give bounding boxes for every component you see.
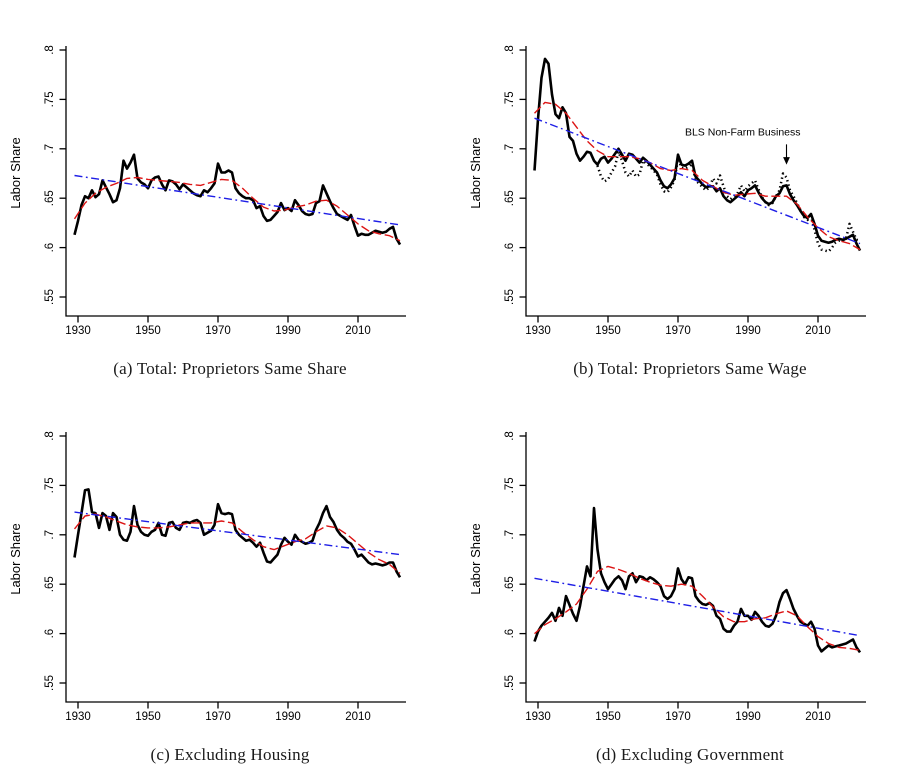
plot-svg-d: .55 .6 .65 .7 .75 .8 1930 1950 1970 1990 2010 Labor… [468, 431, 866, 723]
y-tick-label: .55 [44, 289, 56, 305]
y-tick-label: .75 [44, 477, 56, 493]
plot-svg-b: .55 .6 .65 .7 .75 .8 1930 1950 1970 1990 2010 Labor… [468, 45, 866, 337]
chart-total-proprietors-same-share: .55 .6 .65 .7 .75 .8 1930 1950 1970 1990 2010 Labor… [0, 0, 460, 346]
series-data-line [73, 153, 402, 246]
x-tick-label: 2010 [345, 325, 371, 337]
x-tick-label: 1990 [275, 711, 301, 723]
y-tick-label: .6 [504, 629, 516, 639]
x-tick-label: 1950 [595, 325, 621, 337]
x-tick-label: 1970 [205, 711, 231, 723]
plot-svg-a: .55 .6 .65 .7 .75 .8 1930 1950 1970 1990 2010 Labor… [8, 45, 406, 337]
x-tick-label: 1990 [275, 325, 301, 337]
y-tick-label: .65 [504, 190, 516, 206]
y-tick-label: .8 [504, 45, 516, 55]
x-tick-label: 1950 [135, 325, 161, 337]
series-data-line [533, 506, 862, 654]
y-tick-label: .7 [504, 144, 516, 154]
y-tick-label: .8 [44, 431, 56, 441]
panel-b: .55 .6 .65 .7 .75 .8 1930 1950 1970 1990 2010 Labor… [460, 0, 920, 386]
bls-annotation-arrowhead [783, 157, 790, 165]
y-tick-label: .6 [504, 243, 516, 253]
x-tick-label: 2010 [345, 711, 371, 723]
series-trend-line [534, 577, 861, 637]
y-tick-label: .6 [44, 243, 56, 253]
series-data-line [73, 488, 402, 578]
series-trend-line [534, 117, 861, 245]
series-trend-line [74, 511, 401, 556]
axes [525, 46, 866, 317]
y-tick-label: .7 [44, 530, 56, 540]
series-smooth-line [73, 513, 401, 574]
x-tick-label: 1990 [735, 325, 761, 337]
x-tick-label: 1970 [665, 325, 691, 337]
x-tick-label: 2010 [805, 325, 831, 337]
caption-c: (c) Excluding Housing [150, 745, 310, 764]
y-axis-title: Labor Share [8, 137, 23, 209]
x-tick-label: 1930 [65, 711, 91, 723]
y-axis-title: Labor Share [468, 523, 483, 595]
x-tick-label: 1930 [65, 325, 91, 337]
y-tick-label: .65 [44, 190, 56, 206]
y-tick-label: .6 [44, 629, 56, 639]
x-tick-label: 1930 [525, 711, 551, 723]
axes [65, 432, 406, 703]
y-tick-label: .55 [44, 675, 56, 691]
y-tick-label: .75 [504, 91, 516, 107]
chart-total-proprietors-same-wage: .55 .6 .65 .7 .75 .8 1930 1950 1970 1990 2010 Labor… [460, 0, 920, 346]
x-tick-label: 1930 [525, 325, 551, 337]
x-tick-label: 1970 [665, 711, 691, 723]
series-bls-line [596, 150, 861, 253]
series-smooth-line [534, 565, 861, 652]
series-smooth-line [73, 176, 401, 242]
y-tick-label: .55 [504, 675, 516, 691]
caption-b: (b) Total: Proprietors Same Wage [573, 359, 807, 378]
y-tick-label: .8 [44, 45, 56, 55]
y-tick-label: .65 [44, 576, 56, 592]
axes [65, 46, 406, 317]
y-tick-label: .7 [44, 144, 56, 154]
panel-d: .55 .6 .65 .7 .75 .8 1930 1950 1970 1990 2010 Labor… [460, 386, 920, 772]
plot-svg-c: .55 .6 .65 .7 .75 .8 1930 1950 1970 1990 2010 Labor… [8, 431, 406, 723]
y-axis-title: Labor Share [8, 523, 23, 595]
axes [525, 432, 866, 703]
chart-excluding-housing: .55 .6 .65 .7 .75 .8 1930 1950 1970 1990 2010 Labor… [0, 386, 460, 732]
caption-d: (d) Excluding Government [596, 745, 784, 764]
y-tick-label: .65 [504, 576, 516, 592]
series-smooth-line [533, 101, 861, 251]
series-data-line [533, 57, 862, 252]
y-tick-label: .8 [504, 431, 516, 441]
y-tick-label: .7 [504, 530, 516, 540]
y-tick-label: .75 [504, 477, 516, 493]
series-trend-line [74, 174, 401, 226]
bls-annotation-label: BLS Non-Farm Business [685, 126, 801, 138]
caption-a: (a) Total: Proprietors Same Share [113, 359, 347, 378]
x-tick-label: 1950 [595, 711, 621, 723]
x-tick-label: 1990 [735, 711, 761, 723]
x-tick-label: 1950 [135, 711, 161, 723]
y-axis-title: Labor Share [468, 137, 483, 209]
y-tick-label: .75 [44, 91, 56, 107]
chart-excluding-government: .55 .6 .65 .7 .75 .8 1930 1950 1970 1990 2010 Labor… [460, 386, 920, 732]
x-tick-label: 1970 [205, 325, 231, 337]
x-tick-label: 2010 [805, 711, 831, 723]
panel-c: .55 .6 .65 .7 .75 .8 1930 1950 1970 1990 2010 Labor… [0, 386, 460, 772]
y-tick-label: .55 [504, 289, 516, 305]
panel-a: .55 .6 .65 .7 .75 .8 1930 1950 1970 1990 2010 Labor… [0, 0, 460, 386]
